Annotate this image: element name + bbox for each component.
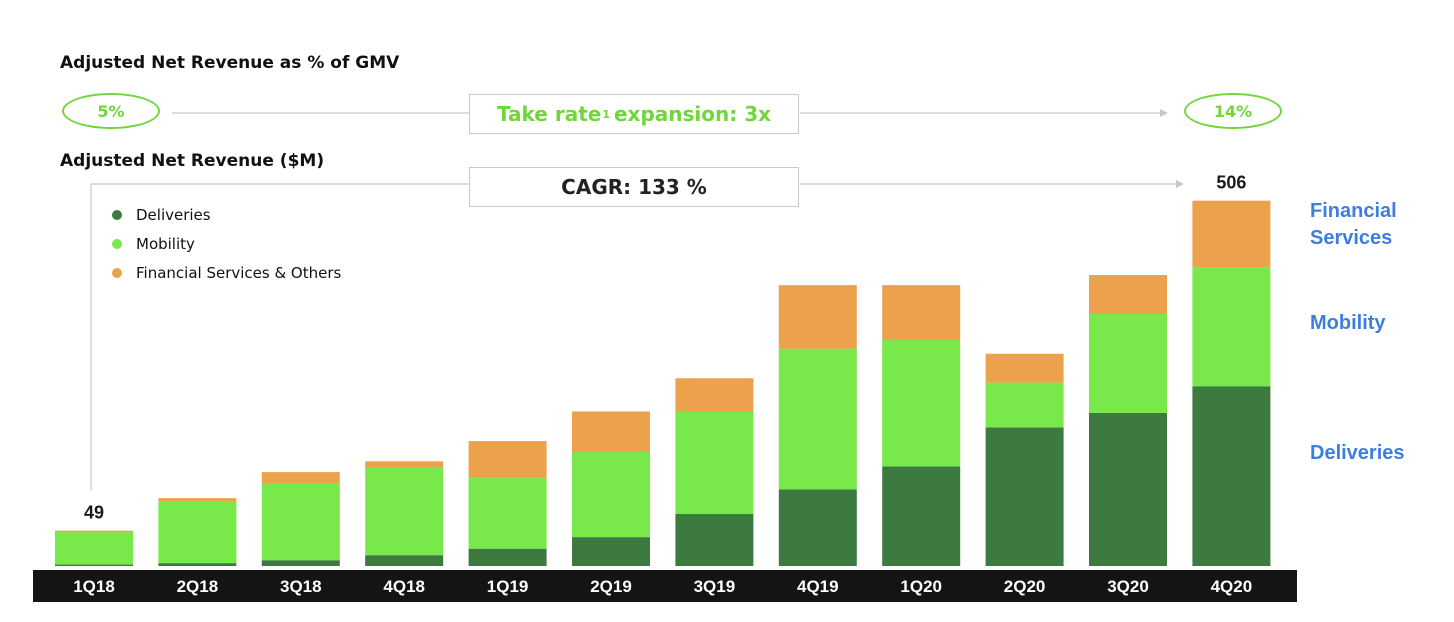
side-label-financial-services: Financial Services [1310, 200, 1397, 249]
bar-4q18-financial-services-others [365, 461, 444, 468]
bar-4q20-financial-services-others [1192, 200, 1271, 268]
axis-band [33, 570, 1297, 602]
legend-item-mobility: Mobility [112, 229, 341, 258]
category-axis: 1Q18 2Q18 3Q18 4Q18 1Q19 2Q19 3Q19 4Q19 1Q20 2Q20… [33, 570, 1297, 602]
cagr-box: CAGR: 133 % [469, 167, 799, 207]
cagr-line-left [90, 183, 469, 491]
tick-label-4q19: 4Q19 [797, 577, 839, 596]
bar-3q19-financial-services-others [675, 378, 754, 412]
bar-2q19-financial-services-others [572, 411, 650, 452]
side-label-deliveries: Deliveries [1310, 442, 1405, 464]
bar-1q19-mobility [468, 477, 547, 549]
tick-label-4q20: 4Q20 [1211, 577, 1253, 596]
cagr-label: CAGR: 133 % [561, 175, 707, 199]
bar-3q18-financial-services-others [261, 472, 340, 483]
tick-label-1q20: 1Q20 [900, 577, 942, 596]
bar-1q19-financial-services-others [468, 441, 547, 478]
bar-4q19-financial-services-others [778, 285, 857, 349]
bar-1q18-financial-services-others [55, 530, 133, 533]
take-rate-end-oval: 14% [1184, 93, 1282, 129]
data-labels: 49 506 [84, 173, 1246, 523]
bar-3q20-deliveries [1089, 412, 1167, 566]
bar-1q18-mobility [55, 532, 133, 565]
take-rate-label: Take rate [496, 102, 602, 126]
bar-1q18-deliveries [55, 564, 133, 566]
bar-2q19-deliveries [572, 537, 650, 566]
data-label-4q20: 506 [1216, 173, 1246, 193]
legend-dot-financial-services [112, 267, 122, 278]
legend-item-deliveries: Deliveries [112, 200, 341, 229]
take-rate-footnote: 1 [602, 107, 610, 121]
tick-label-4q18: 4Q18 [383, 577, 425, 596]
bar-1q20-mobility [882, 340, 961, 467]
tick-label-3q19: 3Q19 [694, 577, 736, 596]
bar-4q20-deliveries [1192, 386, 1271, 566]
tick-label-2q19: 2Q19 [590, 577, 632, 596]
heading-net-revenue: Adjusted Net Revenue ($M) [60, 151, 325, 171]
bar-4q18-mobility [365, 467, 444, 556]
bar-2q20-deliveries [985, 427, 1064, 566]
bar-2q18-financial-services-others [158, 498, 237, 502]
tick-label-3q18: 3Q18 [280, 577, 322, 596]
bar-2q19-mobility [572, 451, 650, 538]
bar-3q19-mobility [675, 411, 754, 515]
bar-1q20-financial-services-others [882, 285, 961, 341]
take-rate-expansion-box: Take rate 1 expansion: 3x [469, 94, 799, 134]
tick-label-3q20: 3Q20 [1107, 577, 1149, 596]
side-label-mobility: Mobility [1310, 312, 1386, 334]
bar-3q20-financial-services-others [1089, 275, 1167, 315]
take-rate-expansion-label: expansion: 3x [613, 102, 772, 126]
bar-3q18-mobility [261, 482, 340, 561]
tick-label-2q18: 2Q18 [177, 577, 219, 596]
heading-pct-of-gmv: Adjusted Net Revenue as % of GMV [60, 53, 400, 73]
connector-lines [90, 109, 1184, 491]
bar-4q19-deliveries [778, 489, 857, 566]
legend-dot-deliveries [112, 209, 122, 220]
bar-4q19-mobility [778, 348, 857, 490]
legend-label-mobility: Mobility [136, 234, 195, 253]
legend-label-financial-services: Financial Services & Others [136, 263, 342, 282]
legend-item-financial-services: Financial Services & Others [112, 258, 341, 287]
bar-4q20-mobility [1192, 267, 1271, 387]
bar-3q18-deliveries [261, 560, 340, 566]
bar-2q20-mobility [985, 382, 1064, 428]
cagr-arrowhead [1176, 180, 1184, 188]
tick-label-1q18: 1Q18 [73, 577, 115, 596]
bar-2q18-deliveries [158, 563, 237, 566]
bar-1q19-deliveries [468, 548, 547, 566]
tick-label-2q20: 2Q20 [1004, 577, 1046, 596]
legend-dot-mobility [112, 238, 122, 249]
chart-legend: Deliveries Mobility Financial Services &… [112, 200, 341, 287]
bar-1q20-deliveries [882, 466, 961, 566]
take-rate-start-oval: 5% [62, 93, 160, 129]
data-label-1q18: 49 [84, 503, 104, 523]
bar-2q18-mobility [158, 501, 237, 564]
bar-3q19-deliveries [675, 514, 754, 566]
bar-3q20-mobility [1089, 314, 1167, 413]
tick-label-1q19: 1Q19 [487, 577, 529, 596]
take-rate-arrowhead [1160, 109, 1168, 117]
bar-4q18-deliveries [365, 555, 444, 566]
bar-2q20-financial-services-others [985, 353, 1064, 383]
chart-bars [55, 200, 1271, 566]
legend-label-deliveries: Deliveries [136, 205, 211, 224]
